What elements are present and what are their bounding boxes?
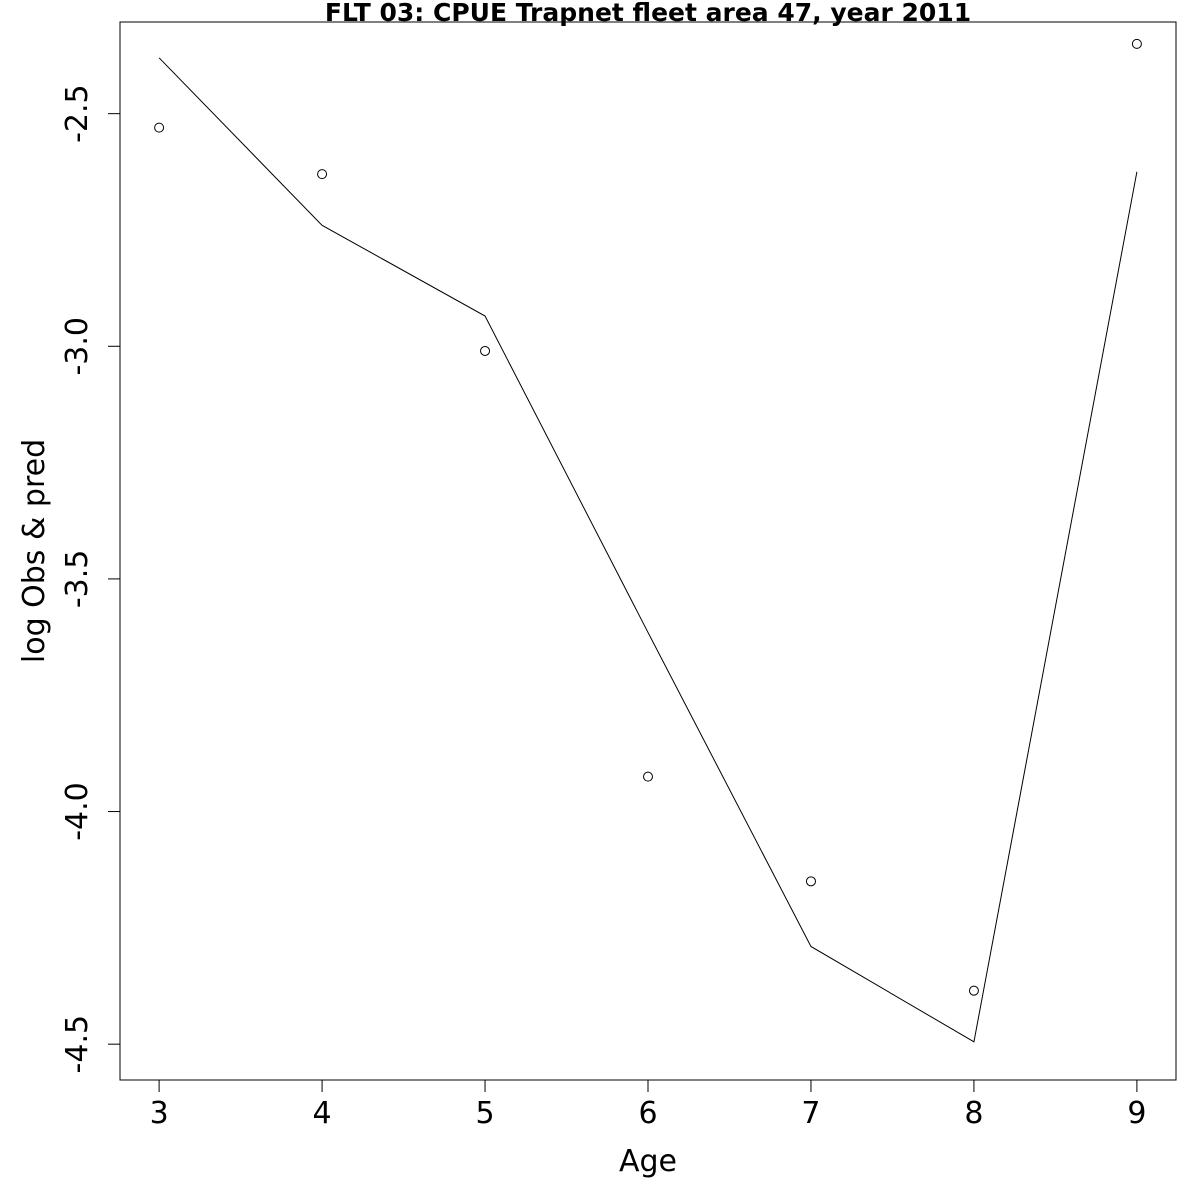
observed-point [805, 876, 816, 887]
y-tick-label: -2.5 [60, 84, 95, 143]
y-tick-label: -4.5 [60, 1015, 95, 1074]
y-axis-label: log Obs & pred [17, 439, 52, 663]
x-axis: 3 4 5 6 7 8 9 [150, 1079, 1146, 1131]
observed-point [968, 985, 979, 996]
x-tick-label: 8 [964, 1096, 983, 1131]
y-axis: -4.5 -4.0 -3.5 -3.0 -2.5 [60, 84, 121, 1074]
x-tick-label: 9 [1127, 1096, 1146, 1131]
x-tick-label: 6 [638, 1096, 657, 1131]
y-tick-label: -4.0 [60, 782, 95, 841]
predicted-line [158, 57, 1138, 1043]
y-tick-label: -3.0 [60, 317, 95, 376]
x-tick-label: 3 [150, 1096, 169, 1131]
y-tick-label: -3.5 [60, 550, 95, 609]
observed-point [643, 771, 653, 782]
observed-point [317, 169, 328, 180]
x-axis-label: Age [619, 1144, 677, 1179]
observed-point [480, 345, 491, 356]
observed-point [1131, 38, 1142, 49]
x-tick-label: 5 [475, 1096, 494, 1131]
x-tick-label: 4 [313, 1096, 332, 1131]
plot-marks [154, 38, 1142, 1043]
observed-point [154, 122, 165, 133]
chart-title: FLT 03: CPUE Trapnet fleet area 47, year… [325, 0, 971, 27]
x-tick-label: 7 [801, 1096, 820, 1131]
